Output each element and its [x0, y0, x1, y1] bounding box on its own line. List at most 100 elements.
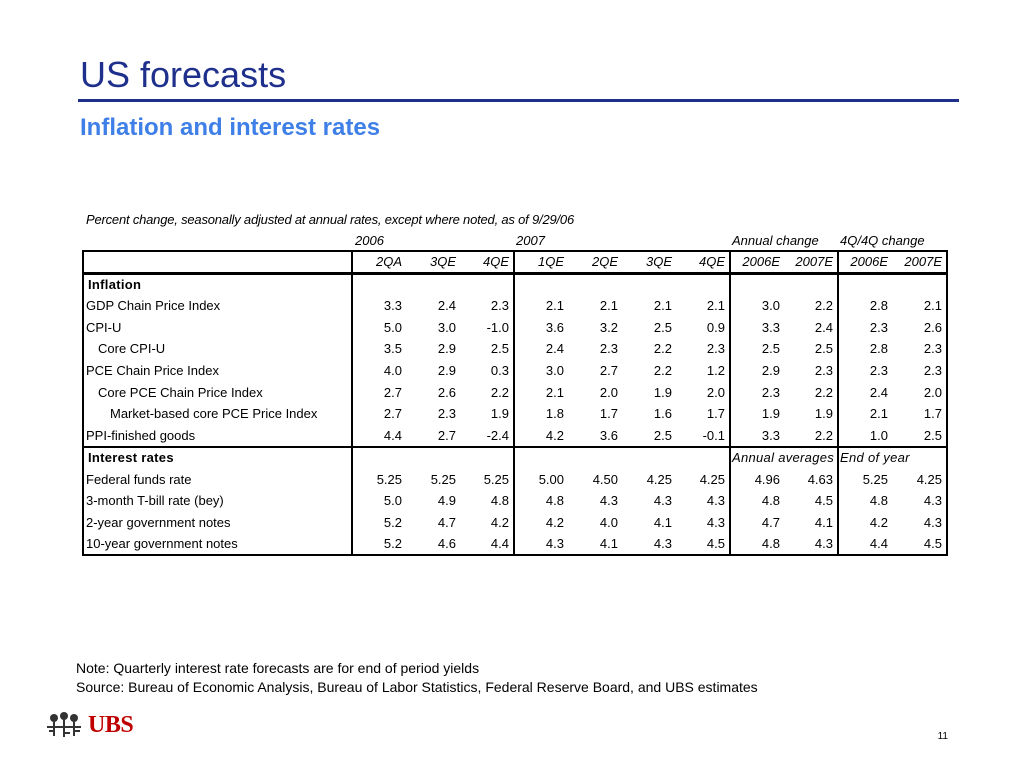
value-cell: 2.1 [653, 298, 672, 314]
empty-cell [460, 273, 514, 295]
value-cell: 1.8 [513, 403, 568, 425]
empty-cell [406, 273, 460, 295]
value-cell: 4.50 [592, 471, 618, 487]
value-cell: 4.0 [351, 359, 406, 382]
value-cell: 4.1 [568, 533, 622, 556]
value-cell: 4.3 [892, 489, 948, 512]
value-cell: 1.9 [653, 384, 672, 400]
value-cell: 2.9 [437, 341, 456, 357]
section-sublabel: Annual averages [729, 445, 834, 469]
page-title: US forecasts [80, 54, 287, 95]
value-cell: 2.0 [599, 384, 618, 400]
value-cell: 2.3 [729, 381, 784, 404]
value-cell: 1.7 [599, 406, 618, 422]
table-row: Core PCE Chain Price Index 2.7 2.6 2.2 2.1 2.… [82, 381, 948, 404]
value-cell: 2.8 [837, 338, 892, 360]
value-cell: 2.5 [729, 338, 784, 360]
value-cell: 1.9 [490, 406, 509, 422]
column-header: 1QE [513, 250, 568, 275]
value-cell: 3.3 [729, 316, 784, 339]
row-label: 2-year government notes [82, 511, 352, 534]
value-cell: 4.25 [646, 471, 672, 487]
value-cell: 4.0 [599, 514, 618, 530]
column-header: 3QE [622, 250, 676, 275]
empty-cell [676, 445, 730, 469]
value-cell: 4.5 [892, 533, 948, 556]
value-cell: 2.4 [837, 381, 892, 404]
empty-cell [729, 273, 784, 295]
value-cell: 4.25 [699, 471, 725, 487]
value-cell: 2.4 [814, 319, 833, 335]
value-cell: 2.2 [814, 298, 833, 314]
table-row: PPI-finished goods 4.4 2.7 -2.4 4.2 3.6 2.5 -0.… [82, 424, 948, 447]
note-text: Note: Quarterly interest rate forecasts … [76, 660, 480, 676]
table-row: GDP Chain Price Index 3.3 2.4 2.3 2.1 2.1 2.1 2… [82, 294, 948, 317]
value-cell: 4.8 [513, 489, 568, 512]
value-cell: 5.0 [351, 316, 406, 339]
section-label: Inflation [82, 273, 352, 295]
value-cell: 4.4 [460, 533, 514, 556]
column-header: 3QE [406, 250, 460, 275]
value-cell: 2.3 [437, 406, 456, 422]
value-cell: 2.3 [892, 359, 948, 382]
value-cell: 2.3 [892, 338, 948, 360]
section-sublabel: End of year [837, 445, 909, 469]
value-cell: 2.3 [599, 341, 618, 357]
value-cell: 2.1 [837, 403, 892, 425]
table-row: Federal funds rate 5.25 5.25 5.25 5.00 4.50 4.… [82, 468, 948, 490]
value-cell: 2.2 [490, 384, 509, 400]
value-cell: 3.0 [437, 319, 456, 335]
row-label: Core PCE Chain Price Index [82, 381, 352, 404]
value-cell: 2.4 [437, 298, 456, 314]
row-label: PCE Chain Price Index [82, 359, 352, 382]
value-cell: 4.96 [729, 468, 784, 490]
value-cell: 1.7 [892, 403, 948, 425]
value-cell: 5.2 [351, 533, 406, 556]
value-cell: 4.5 [676, 533, 730, 556]
value-cell: 5.0 [351, 489, 406, 512]
value-cell: 5.25 [430, 471, 456, 487]
value-cell: 2.5 [653, 427, 672, 443]
empty-cell [513, 445, 568, 469]
empty-cell [892, 273, 948, 295]
value-cell: 4.8 [837, 489, 892, 512]
value-cell: 4.1 [653, 514, 672, 530]
row-label: PPI-finished goods [82, 424, 352, 447]
value-cell: 4.1 [814, 514, 833, 530]
column-header: 2QE [568, 250, 622, 275]
row-label: 10-year government notes [82, 533, 352, 556]
value-cell: 2.0 [892, 381, 948, 404]
empty-cell [784, 273, 838, 295]
value-cell: 4.3 [513, 533, 568, 556]
value-cell: 2.6 [892, 316, 948, 339]
value-cell: 2.7 [437, 427, 456, 443]
value-cell: 3.2 [599, 319, 618, 335]
group-2006: 2006 [355, 233, 384, 248]
value-cell: 4.7 [729, 511, 784, 534]
table-row: PCE Chain Price Index 4.0 2.9 0.3 3.0 2.7 2.2 1… [82, 359, 948, 382]
value-cell: 4.4 [837, 533, 892, 556]
table-row: 3-month T-bill rate (bey) 5.0 4.9 4.8 4.8 4.3… [82, 489, 948, 512]
value-cell: 1.2 [706, 363, 725, 379]
value-cell: 3.5 [351, 338, 406, 360]
group-2007: 2007 [516, 233, 545, 248]
value-cell: -0.1 [702, 427, 725, 443]
value-cell: 2.7 [351, 381, 406, 404]
value-cell: 2.3 [814, 363, 833, 379]
page-number: 11 [937, 731, 948, 742]
value-cell: 1.7 [706, 406, 725, 422]
row-label: Core CPI-U [82, 338, 352, 360]
value-cell: 4.3 [706, 514, 725, 530]
empty-cell [568, 273, 622, 295]
value-cell: 4.5 [814, 493, 833, 509]
value-cell: 4.3 [653, 493, 672, 509]
value-cell: 2.1 [513, 294, 568, 317]
value-cell: 4.8 [729, 489, 784, 512]
table-row: 2-year government notes 5.2 4.7 4.2 4.2 4.0 4.… [82, 511, 948, 534]
value-cell: 4.8 [729, 533, 784, 556]
empty-cell [406, 445, 460, 469]
empty-cell [784, 445, 838, 469]
value-cell: 4.4 [351, 424, 406, 447]
value-cell: 2.9 [729, 359, 784, 382]
section-row: Inflation [82, 273, 948, 295]
